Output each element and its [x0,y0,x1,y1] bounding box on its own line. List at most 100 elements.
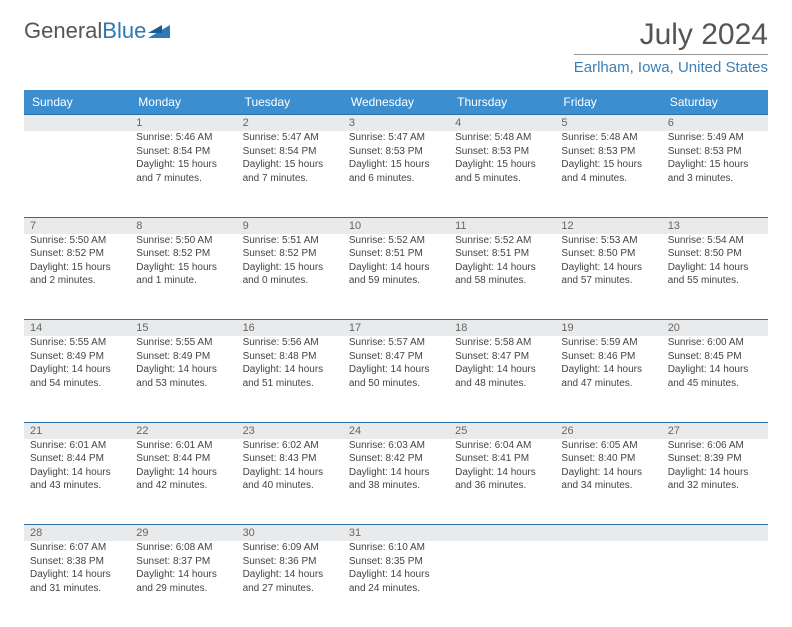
day-cell [24,131,130,217]
day-cell: Sunrise: 5:47 AMSunset: 8:54 PMDaylight:… [237,131,343,217]
day-content-row: Sunrise: 5:46 AMSunset: 8:54 PMDaylight:… [24,131,768,217]
day-number [449,525,555,542]
sunset-text: Sunset: 8:47 PM [349,350,443,364]
daylight-text: Daylight: 14 hours and 58 minutes. [455,261,549,288]
daylight-text: Daylight: 14 hours and 43 minutes. [30,466,124,493]
daylight-text: Daylight: 14 hours and 36 minutes. [455,466,549,493]
sunrise-text: Sunrise: 6:07 AM [30,541,124,555]
logo-text-2: Blue [102,18,146,44]
daylight-text: Daylight: 14 hours and 57 minutes. [561,261,655,288]
sunrise-text: Sunrise: 6:00 AM [668,336,762,350]
day-number: 18 [449,320,555,337]
day-cell: Sunrise: 5:55 AMSunset: 8:49 PMDaylight:… [130,336,236,422]
sunset-text: Sunset: 8:52 PM [136,247,230,261]
sunrise-text: Sunrise: 5:48 AM [455,131,549,145]
day-cell: Sunrise: 6:03 AMSunset: 8:42 PMDaylight:… [343,439,449,525]
sunrise-text: Sunrise: 5:47 AM [243,131,337,145]
sunrise-text: Sunrise: 6:06 AM [668,439,762,453]
sunrise-text: Sunrise: 6:09 AM [243,541,337,555]
weekday-header: Tuesday [237,90,343,115]
daylight-text: Daylight: 14 hours and 55 minutes. [668,261,762,288]
day-number: 10 [343,217,449,234]
day-number [555,525,661,542]
day-number [662,525,768,542]
day-number: 19 [555,320,661,337]
sunset-text: Sunset: 8:47 PM [455,350,549,364]
daylight-text: Daylight: 14 hours and 51 minutes. [243,363,337,390]
calendar-table: Sunday Monday Tuesday Wednesday Thursday… [24,90,768,627]
sunrise-text: Sunrise: 6:01 AM [30,439,124,453]
day-cell: Sunrise: 5:54 AMSunset: 8:50 PMDaylight:… [662,234,768,320]
day-cell: Sunrise: 5:53 AMSunset: 8:50 PMDaylight:… [555,234,661,320]
day-number: 24 [343,422,449,439]
daylight-text: Daylight: 14 hours and 29 minutes. [136,568,230,595]
daylight-text: Daylight: 14 hours and 27 minutes. [243,568,337,595]
sunset-text: Sunset: 8:45 PM [668,350,762,364]
day-number: 6 [662,115,768,132]
sunrise-text: Sunrise: 6:03 AM [349,439,443,453]
day-cell: Sunrise: 5:48 AMSunset: 8:53 PMDaylight:… [555,131,661,217]
day-cell: Sunrise: 6:08 AMSunset: 8:37 PMDaylight:… [130,541,236,627]
daylight-text: Daylight: 14 hours and 40 minutes. [243,466,337,493]
sunset-text: Sunset: 8:54 PM [243,145,337,159]
day-content-row: Sunrise: 5:50 AMSunset: 8:52 PMDaylight:… [24,234,768,320]
day-number: 9 [237,217,343,234]
sunset-text: Sunset: 8:50 PM [668,247,762,261]
sunrise-text: Sunrise: 5:58 AM [455,336,549,350]
weekday-header: Wednesday [343,90,449,115]
day-number [24,115,130,132]
sunrise-text: Sunrise: 5:52 AM [349,234,443,248]
sunrise-text: Sunrise: 6:02 AM [243,439,337,453]
day-number-row: 78910111213 [24,217,768,234]
sunrise-text: Sunrise: 5:55 AM [136,336,230,350]
sunset-text: Sunset: 8:41 PM [455,452,549,466]
day-number: 1 [130,115,236,132]
sunset-text: Sunset: 8:53 PM [561,145,655,159]
day-number: 2 [237,115,343,132]
day-cell: Sunrise: 5:52 AMSunset: 8:51 PMDaylight:… [343,234,449,320]
header: GeneralBlue July 2024 Earlham, Iowa, Uni… [24,18,768,76]
weekday-header: Monday [130,90,236,115]
day-number: 12 [555,217,661,234]
day-cell: Sunrise: 5:49 AMSunset: 8:53 PMDaylight:… [662,131,768,217]
day-number-row: 21222324252627 [24,422,768,439]
daylight-text: Daylight: 15 hours and 2 minutes. [30,261,124,288]
sunset-text: Sunset: 8:52 PM [243,247,337,261]
day-number: 8 [130,217,236,234]
sunrise-text: Sunrise: 6:10 AM [349,541,443,555]
day-number: 11 [449,217,555,234]
sunset-text: Sunset: 8:49 PM [136,350,230,364]
sunrise-text: Sunrise: 5:46 AM [136,131,230,145]
daylight-text: Daylight: 15 hours and 7 minutes. [243,158,337,185]
sunrise-text: Sunrise: 5:49 AM [668,131,762,145]
sunrise-text: Sunrise: 5:51 AM [243,234,337,248]
daylight-text: Daylight: 14 hours and 48 minutes. [455,363,549,390]
day-number: 28 [24,525,130,542]
sunrise-text: Sunrise: 5:50 AM [30,234,124,248]
sunset-text: Sunset: 8:44 PM [30,452,124,466]
day-cell: Sunrise: 6:02 AMSunset: 8:43 PMDaylight:… [237,439,343,525]
sunset-text: Sunset: 8:53 PM [349,145,443,159]
daylight-text: Daylight: 15 hours and 1 minute. [136,261,230,288]
daylight-text: Daylight: 14 hours and 47 minutes. [561,363,655,390]
sunrise-text: Sunrise: 5:48 AM [561,131,655,145]
sunset-text: Sunset: 8:42 PM [349,452,443,466]
month-title: July 2024 [574,18,768,52]
day-number-row: 123456 [24,115,768,132]
sunset-text: Sunset: 8:37 PM [136,555,230,569]
day-number: 31 [343,525,449,542]
daylight-text: Daylight: 14 hours and 24 minutes. [349,568,443,595]
day-cell: Sunrise: 6:04 AMSunset: 8:41 PMDaylight:… [449,439,555,525]
daylight-text: Daylight: 15 hours and 7 minutes. [136,158,230,185]
sunrise-text: Sunrise: 6:05 AM [561,439,655,453]
day-cell: Sunrise: 6:01 AMSunset: 8:44 PMDaylight:… [130,439,236,525]
sunrise-text: Sunrise: 5:57 AM [349,336,443,350]
day-number: 25 [449,422,555,439]
day-number: 7 [24,217,130,234]
day-number: 29 [130,525,236,542]
daylight-text: Daylight: 15 hours and 0 minutes. [243,261,337,288]
day-number-row: 14151617181920 [24,320,768,337]
calendar-body: 123456Sunrise: 5:46 AMSunset: 8:54 PMDay… [24,115,768,627]
sunset-text: Sunset: 8:44 PM [136,452,230,466]
day-number: 30 [237,525,343,542]
